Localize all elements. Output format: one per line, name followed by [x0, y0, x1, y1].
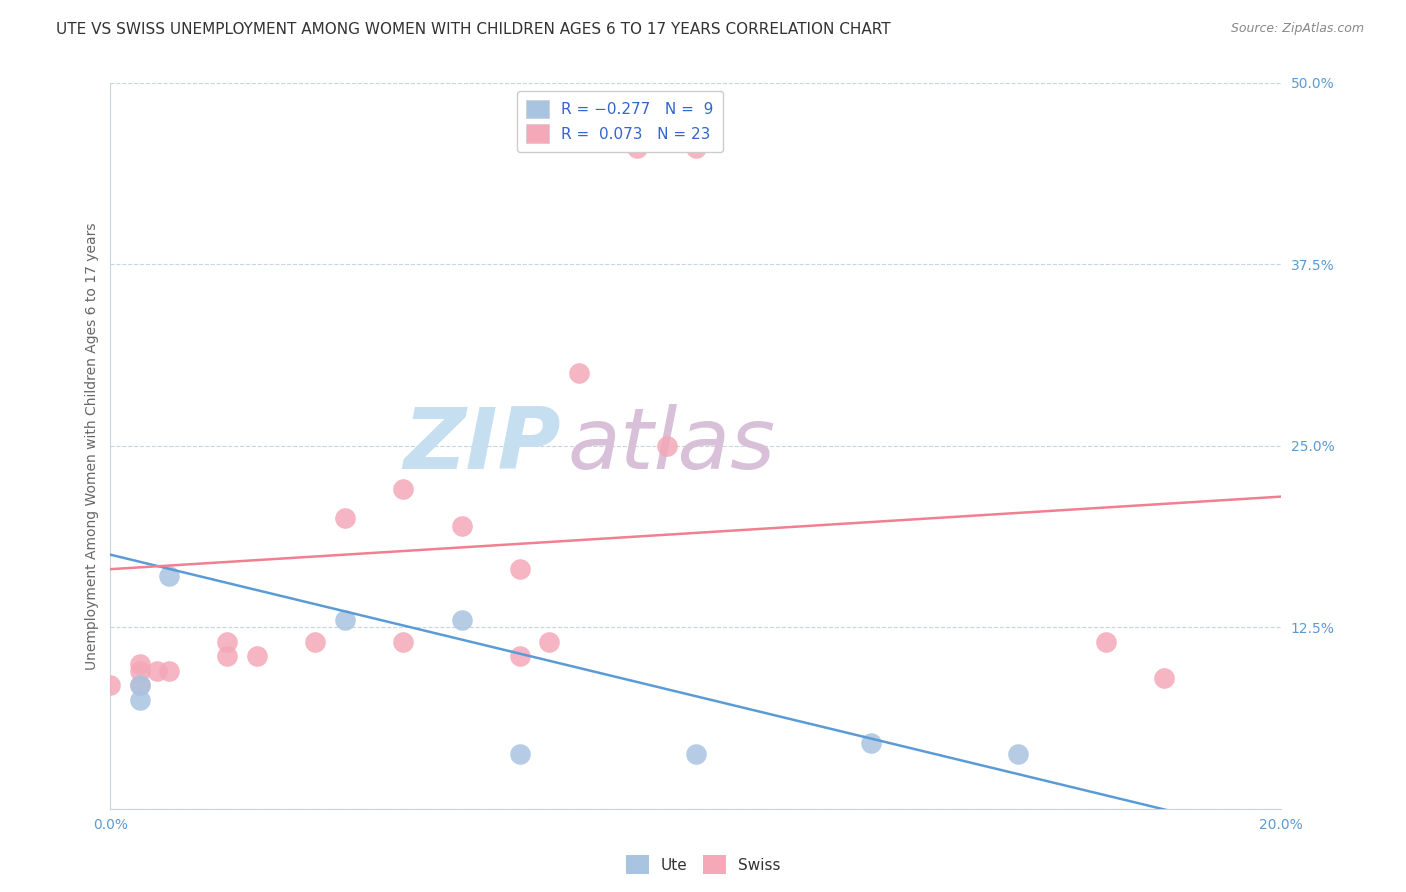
Point	[1007, 747, 1029, 761]
Point	[217, 649, 239, 664]
Point	[246, 649, 269, 664]
Point	[392, 483, 415, 497]
Point	[509, 747, 531, 761]
Point	[860, 736, 883, 750]
Y-axis label: Unemployment Among Women with Children Ages 6 to 17 years: Unemployment Among Women with Children A…	[86, 222, 100, 670]
Point	[685, 141, 707, 155]
Point	[1153, 671, 1175, 685]
Point	[146, 664, 169, 678]
Point	[1094, 634, 1116, 648]
Point	[128, 664, 150, 678]
Point	[128, 678, 150, 692]
Point	[217, 634, 239, 648]
Point	[128, 657, 150, 671]
Point	[538, 634, 561, 648]
Point	[685, 747, 707, 761]
Point	[157, 569, 180, 583]
Text: atlas: atlas	[567, 404, 775, 487]
Point	[100, 678, 122, 692]
Point	[157, 664, 180, 678]
Point	[450, 613, 472, 627]
Text: Source: ZipAtlas.com: Source: ZipAtlas.com	[1230, 22, 1364, 36]
Point	[450, 518, 472, 533]
Point	[626, 141, 648, 155]
Point	[304, 634, 326, 648]
Point	[128, 693, 150, 707]
Text: ZIP: ZIP	[404, 404, 561, 487]
Point	[333, 613, 356, 627]
Text: UTE VS SWISS UNEMPLOYMENT AMONG WOMEN WITH CHILDREN AGES 6 TO 17 YEARS CORRELATI: UTE VS SWISS UNEMPLOYMENT AMONG WOMEN WI…	[56, 22, 891, 37]
Legend: Ute, Swiss: Ute, Swiss	[620, 849, 786, 880]
Point	[509, 562, 531, 576]
Legend: R = −0.277   N =  9, R =  0.073   N = 23: R = −0.277 N = 9, R = 0.073 N = 23	[517, 91, 723, 153]
Point	[333, 511, 356, 525]
Point	[509, 649, 531, 664]
Point	[655, 439, 678, 453]
Point	[568, 366, 591, 380]
Point	[128, 678, 150, 692]
Point	[392, 634, 415, 648]
